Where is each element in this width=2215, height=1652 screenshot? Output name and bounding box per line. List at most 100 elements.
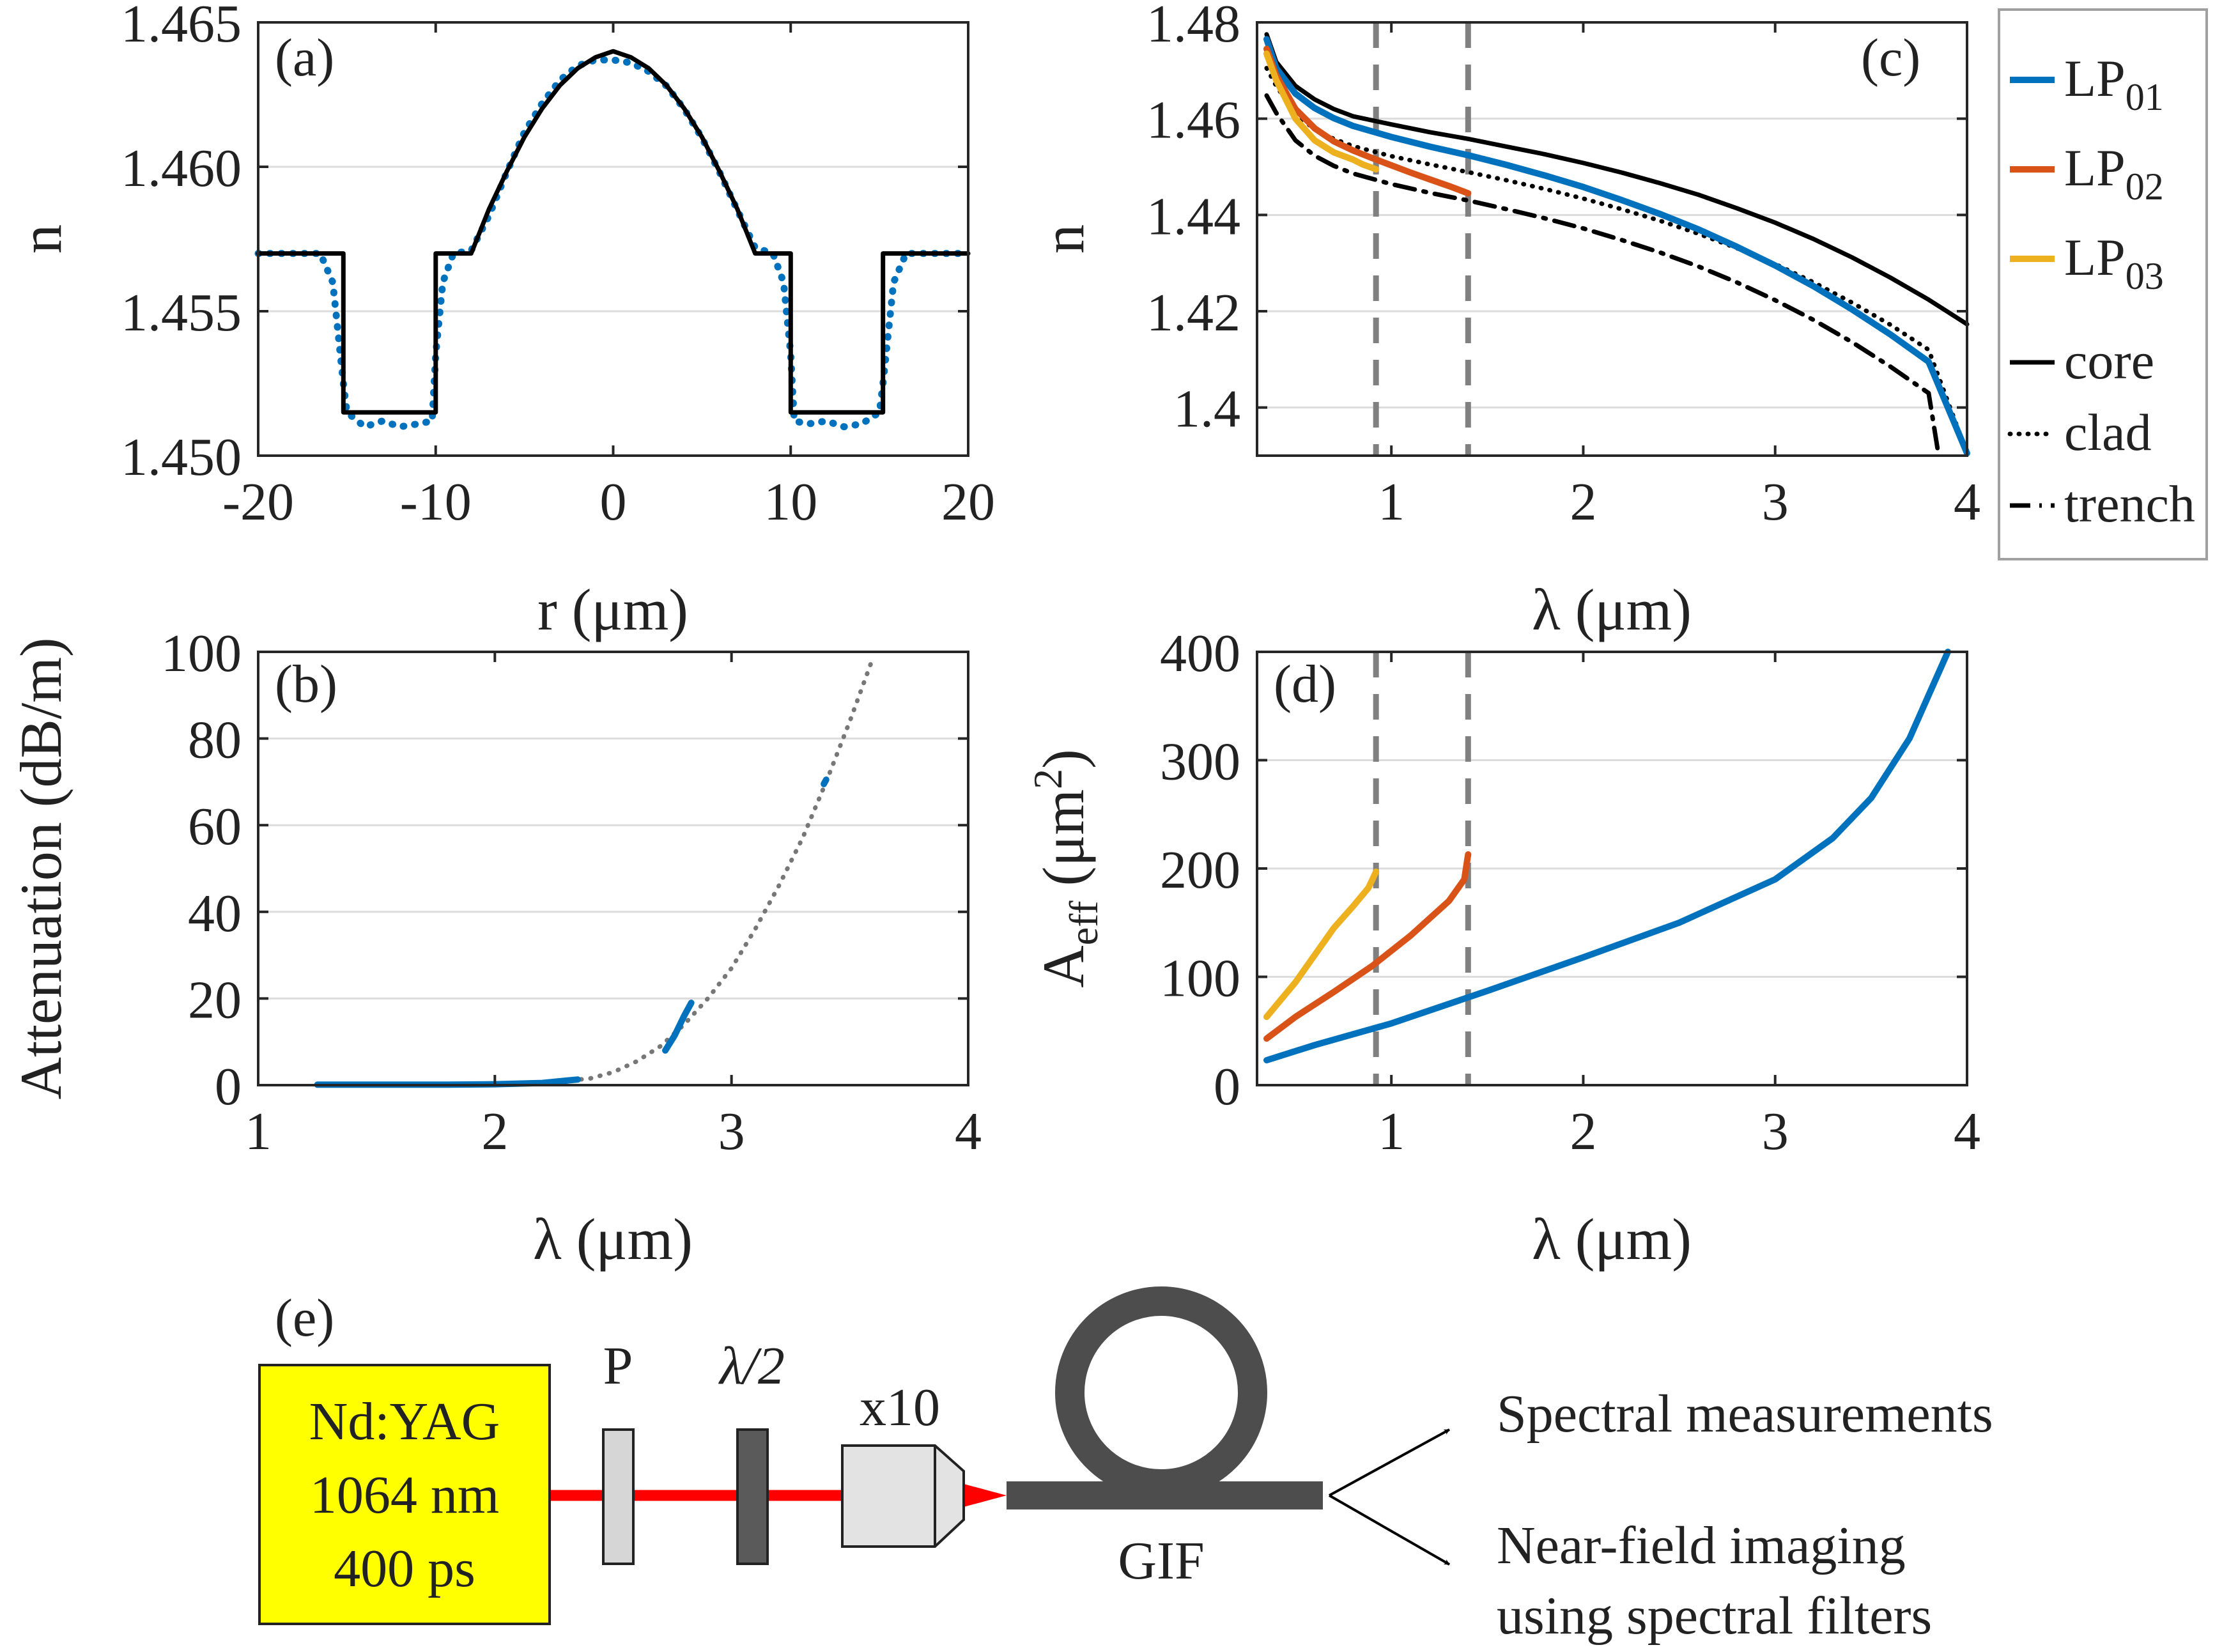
y-axis-label-b: Attenuation (dB/m)	[8, 637, 73, 1099]
chart-panel-b: 0 20 40 60 80 100 1 2 3 4 (b) λ (μm) Attenuation …	[8, 624, 982, 1272]
chart-panel-c: 1.4 1.42 1.44 1.46 1.48 1 2 3 4 (c) λ (μm) n LP0…	[1031, 0, 2208, 642]
legend: LP01 LP02 LP03 core clad trench	[1998, 8, 2208, 560]
x-tick-label-b-1: 2	[481, 1102, 508, 1161]
series-line-d-lp02	[1263, 851, 1472, 1042]
panel-label-b: (b)	[275, 654, 337, 714]
arrow-near-field	[1329, 1494, 1450, 1566]
y-tick-label-d-0: 0	[1214, 1057, 1240, 1116]
y-tick-label-c-4: 1.48	[1146, 0, 1240, 54]
x-tick-label-a-3: 10	[764, 472, 817, 532]
grid-b	[258, 737, 968, 1000]
y-tick-label-b-3: 60	[188, 797, 242, 856]
y-tick-label-b-4: 80	[188, 711, 242, 770]
panel-label-d: (d)	[1274, 654, 1336, 714]
series-line-c-trench	[1264, 93, 1941, 456]
y-tick-label-d-2: 200	[1160, 840, 1240, 900]
legend-label-lp01: LP01	[2064, 49, 2164, 118]
series-line-d-lp03	[1263, 868, 1380, 1021]
panel-label-c: (c)	[1861, 28, 1920, 88]
x-tick-label-d-3: 4	[1954, 1102, 1980, 1161]
y-tick-label-a-1: 1.455	[121, 283, 242, 343]
x-axis-label-c: λ (μm)	[1532, 577, 1692, 642]
x-tick-label-d-0: 1	[1378, 1102, 1405, 1161]
x-tick-label-c-1: 2	[1570, 472, 1596, 532]
y-tick-label-b-0: 0	[215, 1057, 242, 1116]
output-near-field-text-2: using spectral filters	[1497, 1586, 1932, 1646]
y-tick-label-a-2: 1.460	[121, 139, 242, 198]
y-tick-label-c-3: 1.46	[1146, 91, 1240, 150]
fiber-coil	[1007, 1286, 1323, 1509]
x-axis-label-d: λ (μm)	[1532, 1207, 1692, 1272]
y-tick-label-b-1: 20	[188, 970, 242, 1030]
y-axis-label-a: n	[8, 224, 73, 254]
y-axis-label-c: n	[1031, 224, 1096, 254]
series-group-d	[1263, 649, 1951, 1063]
objective-label: x10	[860, 1378, 940, 1437]
x-tick-label-a-4: 20	[941, 472, 995, 532]
series-line-c-lp03	[1263, 50, 1380, 173]
tick-group-d: 0 100 200 300 400 1 2 3 4	[1160, 624, 1980, 1161]
polarizer	[602, 1428, 635, 1565]
x-tick-label-a-0: -20	[222, 472, 294, 532]
legend-label-lp02: LP02	[2064, 139, 2164, 208]
y-tick-label-a-0: 1.450	[121, 428, 242, 487]
tick-group-b: 0 20 40 60 80 100 1 2 3 4	[161, 624, 982, 1161]
output-near-field-text-1: Near-field imaging	[1497, 1516, 1906, 1575]
plot-frame-c	[1256, 21, 1968, 457]
output-spectral-text: Spectral measurements	[1497, 1384, 1993, 1444]
laser-pulse-duration: 400 ps	[334, 1539, 475, 1598]
x-tick-label-a-2: 0	[600, 472, 627, 532]
x-axis-label-a: r (μm)	[537, 577, 688, 642]
legend-swatches	[2007, 77, 2057, 508]
laser-name: Nd:YAG	[309, 1392, 500, 1451]
series-group-a	[254, 49, 972, 431]
polarizer-label: P	[603, 1336, 633, 1396]
legend-label-lp03: LP03	[2064, 228, 2164, 297]
legend-label-core: core	[2064, 332, 2154, 390]
series-group-b	[314, 654, 876, 1088]
y-tick-label-b-2: 40	[188, 884, 242, 943]
chart-panel-a: 1.450 1.455 1.460 1.465 -20 -10 0 10 20 (a) r (μ…	[8, 0, 995, 642]
tick-group-c: 1.4 1.42 1.44 1.46 1.48 1 2 3 4	[1146, 0, 1980, 532]
tick-group-a: 1.450 1.455 1.460 1.465 -20 -10 0 10 20	[121, 0, 995, 532]
series-line-b-2	[662, 1000, 695, 1054]
x-tick-label-d-1: 2	[1570, 1102, 1596, 1161]
y-tick-label-d-1: 100	[1160, 949, 1240, 1008]
cutoff-lines-c	[1373, 22, 1471, 456]
x-tick-label-b-3: 4	[955, 1102, 982, 1161]
series-line-b-3	[821, 776, 830, 787]
panel-label-a: (a)	[275, 28, 334, 88]
y-tick-label-c-1: 1.42	[1146, 283, 1240, 343]
half-wave-plate-label: λ/2	[718, 1336, 785, 1396]
series-group-c	[1263, 32, 1970, 457]
y-tick-label-a-3: 1.465	[121, 0, 242, 54]
series-line-c-lp02	[1263, 45, 1472, 197]
panel-label-e: (e)	[275, 1288, 334, 1348]
series-line-d-lp01	[1263, 649, 1951, 1063]
legend-label-trench: trench	[2064, 475, 2195, 533]
series-line-c-lp01	[1263, 36, 1970, 457]
legend-label-clad: clad	[2064, 403, 2152, 461]
plot-frame-b	[257, 651, 969, 1086]
setup-diagram: (e) Nd:YAG 1064 nm 400 ps P λ/2 x10 GIF …	[258, 1286, 1993, 1646]
half-wave-plate	[736, 1428, 769, 1565]
y-tick-label-d-3: 300	[1160, 732, 1240, 792]
arrow-spectral	[1329, 1428, 1450, 1497]
objective-lens	[841, 1444, 965, 1548]
x-tick-label-b-0: 1	[245, 1102, 272, 1161]
x-axis-label-b: λ (μm)	[533, 1207, 693, 1272]
chart-panel-d: 0 100 200 300 400 1 2 3 4 (d) λ (μm) Aeff (μm2)	[1025, 624, 1980, 1272]
series-line-a-0	[254, 56, 972, 431]
y-tick-label-b-5: 100	[161, 624, 242, 683]
series-line-c-core	[1264, 32, 1970, 327]
y-tick-label-c-0: 1.4	[1173, 380, 1240, 439]
x-tick-label-b-2: 3	[718, 1102, 745, 1161]
x-tick-label-c-2: 3	[1762, 472, 1789, 532]
x-tick-label-c-0: 1	[1378, 472, 1405, 532]
grid-a	[258, 166, 968, 313]
series-line-b-0	[492, 654, 876, 1087]
focused-beam	[964, 1484, 1007, 1507]
legend-box	[1998, 8, 2208, 560]
laser-wavelength: 1064 nm	[310, 1465, 499, 1525]
